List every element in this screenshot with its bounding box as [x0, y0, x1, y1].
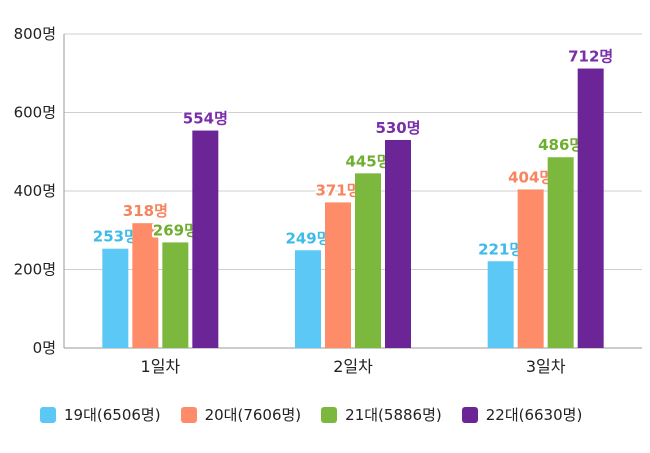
legend-swatch-21 [321, 406, 338, 423]
bar [192, 130, 219, 348]
legend-label-19: 19대(6506명) [64, 406, 161, 424]
bar [102, 248, 129, 348]
data-label: 249명 [285, 229, 330, 247]
legend-item-22: 22대(6630명) [461, 404, 583, 425]
legend-label-20: 20대(7606명) [204, 406, 302, 424]
data-label: 269명 [153, 221, 198, 239]
bar [487, 261, 514, 348]
bar [325, 202, 351, 348]
x-tick-label: 2일차 [333, 357, 373, 376]
data-label: 371명 [315, 181, 360, 199]
y-tick-label: 800명 [14, 25, 56, 43]
data-label: 253명 [93, 228, 138, 246]
legend-swatch-22 [461, 406, 478, 423]
data-label: 445명 [345, 152, 390, 170]
x-tick-label: 1일차 [141, 357, 181, 376]
legend-item-19: 19대(6506명) [40, 404, 161, 425]
y-tick-label: 0명 [33, 339, 56, 357]
legend: 19대(6506명) 20대(7606명) 21대(5886명) 22대(663… [40, 404, 582, 425]
bar [132, 223, 159, 348]
legend-swatch-20 [180, 406, 197, 423]
data-label: 530명 [375, 119, 420, 137]
data-label: 404명 [508, 168, 553, 186]
data-label: 318명 [123, 202, 168, 220]
bar [577, 68, 604, 348]
bar [547, 157, 574, 348]
y-tick-label: 600명 [14, 104, 56, 122]
bar [355, 173, 381, 348]
legend-label-22: 22대(6630명) [485, 406, 583, 424]
data-label: 486명 [538, 136, 583, 154]
data-label: 221명 [478, 240, 523, 258]
legend-item-21: 21대(5886명) [321, 404, 442, 425]
legend-label-21: 21대(5886명) [345, 406, 442, 424]
legend-swatch-19 [40, 406, 56, 423]
legend-item-20: 20대(7606명) [180, 404, 302, 425]
data-label: 712명 [568, 48, 613, 66]
y-tick-label: 200명 [14, 261, 56, 279]
bar [385, 139, 411, 348]
bar [295, 250, 321, 348]
y-tick-label: 400명 [14, 182, 56, 200]
data-label: 554명 [183, 110, 228, 128]
x-tick-label: 3일차 [526, 357, 566, 376]
bar [517, 189, 544, 348]
bar [162, 242, 189, 348]
